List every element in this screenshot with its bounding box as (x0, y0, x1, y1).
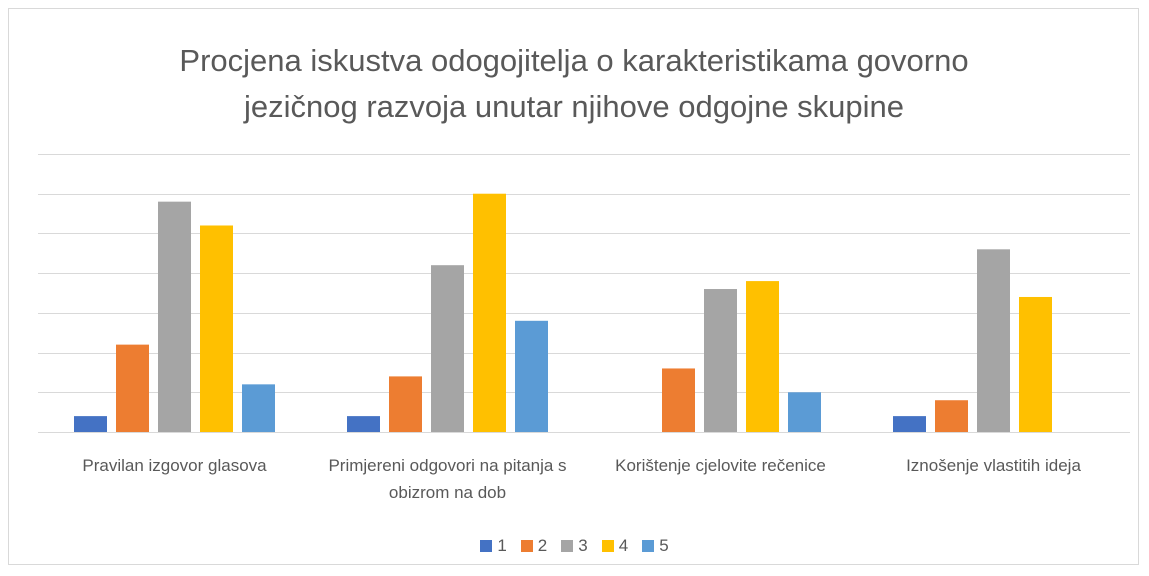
chart-title: Procjena iskustva odogojitelja o karakte… (179, 43, 969, 124)
bar (158, 201, 191, 432)
legend-label: 2 (537, 536, 548, 555)
bar (788, 392, 821, 432)
bar (473, 193, 506, 432)
bar (200, 225, 233, 432)
bar (746, 281, 779, 432)
bar (116, 344, 149, 432)
legend-swatch (520, 540, 533, 552)
legend-swatch (561, 540, 574, 552)
bar (74, 416, 107, 432)
legend-label: 1 (497, 536, 507, 555)
bar (515, 320, 548, 432)
legend-item: 3 (561, 536, 588, 556)
legend-swatch (642, 540, 655, 552)
legend-swatch (601, 540, 614, 552)
x-tick-label: Korištenje cjelovite rečenice (615, 456, 826, 475)
bar (389, 376, 422, 432)
legend-label: 3 (578, 536, 588, 555)
bar (347, 416, 380, 432)
x-tick-label: Primjereni odgovori na pitanja s obizrom… (328, 456, 567, 502)
legend-swatch (480, 540, 493, 552)
x-tick-label: Pravilan izgovor glasova (82, 456, 267, 475)
bar (893, 416, 926, 432)
bar (935, 400, 968, 432)
legend-item: 4 (601, 536, 629, 556)
bar (977, 249, 1010, 432)
bar (1019, 296, 1052, 432)
bar (242, 384, 275, 432)
legend: 1 2 3 4 5 (0, 536, 1149, 556)
chart-frame (8, 8, 1139, 565)
bar (704, 289, 737, 432)
legend-label: 4 (618, 536, 629, 555)
legend-item: 1 (480, 536, 507, 556)
legend-item: 2 (520, 536, 548, 556)
bar (431, 265, 464, 432)
bar (662, 368, 695, 432)
x-tick-label: Iznošenje vlastitih ideja (906, 456, 1081, 475)
legend-item: 5 (642, 536, 669, 556)
legend-label: 5 (659, 536, 669, 555)
